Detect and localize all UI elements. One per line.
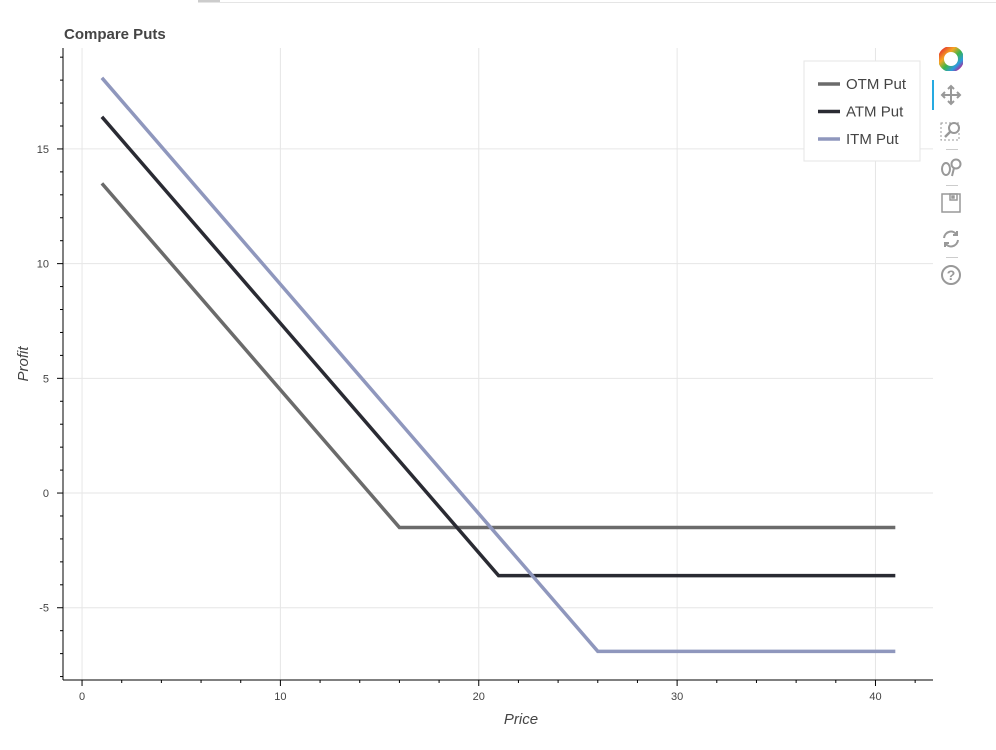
y-tick-label: -5 — [39, 603, 49, 615]
legend-label: ATM Put — [846, 104, 904, 121]
x-tick-label: 40 — [869, 691, 881, 703]
y-tick-label: 0 — [43, 488, 49, 500]
wheel-zoom-icon[interactable] — [936, 152, 966, 182]
series-line-atm-put — [100, 115, 896, 578]
top-bar — [198, 0, 996, 3]
x-tick-label: 0 — [79, 691, 85, 703]
x-tick-label: 10 — [274, 691, 286, 703]
x-axis-label: Price — [504, 711, 538, 728]
series-line-itm-put — [100, 76, 896, 654]
bokeh-logo-icon[interactable] — [936, 44, 966, 74]
separator — [946, 257, 958, 258]
chart-title: Compare Puts — [64, 26, 166, 43]
series-line-otm-put — [100, 182, 896, 530]
toolbar: ? — [932, 44, 968, 296]
y-tick-label: 5 — [43, 373, 49, 385]
legend-label: OTM Put — [846, 76, 907, 93]
reset-icon[interactable] — [936, 224, 966, 254]
grid — [63, 48, 933, 680]
box-zoom-icon[interactable] — [936, 116, 966, 146]
legend-label: ITM Put — [846, 131, 899, 148]
separator — [946, 185, 958, 186]
y-tick-label: 10 — [37, 259, 49, 271]
x-tick-label: 30 — [671, 691, 683, 703]
save-icon[interactable] — [936, 188, 966, 218]
x-tick-label: 20 — [473, 691, 485, 703]
axes: 0 10 20 30 40 -5 0 5 10 15 — [37, 48, 933, 703]
tab[interactable] — [198, 0, 220, 2]
pan-icon[interactable] — [932, 80, 966, 110]
series-lines — [100, 76, 896, 654]
legend[interactable]: OTM Put ATM Put ITM Put — [803, 60, 921, 162]
y-tick-label: 15 — [37, 144, 49, 156]
y-axis-label: Profit — [15, 346, 32, 382]
separator — [946, 149, 958, 150]
svg-text:?: ? — [947, 267, 956, 283]
help-icon[interactable]: ? — [936, 260, 966, 290]
